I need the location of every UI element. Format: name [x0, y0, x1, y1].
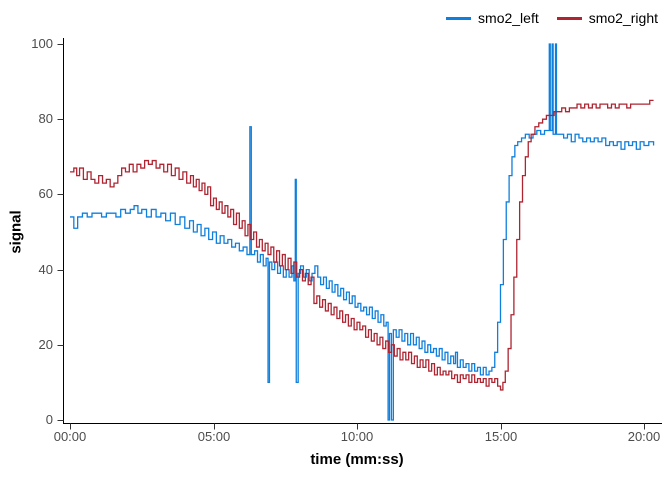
- y-axis-title: signal: [7, 210, 25, 254]
- x-tick-label: 00:00: [53, 429, 87, 444]
- x-tick-label: 05:00: [197, 429, 231, 444]
- y-tick-label: 20: [38, 337, 53, 352]
- x-tick-label: 10:00: [340, 429, 374, 444]
- legend-label-smo2-right: smo2_right: [588, 10, 658, 26]
- smo2-right-line-swatch: [556, 16, 582, 20]
- x-tick-label: 15:00: [484, 429, 518, 444]
- legend-label-smo2-left: smo2_left: [478, 10, 539, 26]
- y-tick-label: 60: [38, 186, 53, 201]
- legend-item-smo2-left: smo2_left: [446, 9, 539, 27]
- x-axis-title: time (mm:ss): [310, 451, 404, 468]
- y-tick-label: 0: [45, 412, 53, 427]
- y-tick-label: 100: [31, 36, 53, 51]
- legend: smo2_left smo2_right: [446, 9, 658, 27]
- smo2-left-line-swatch: [446, 16, 472, 20]
- y-tick-label: 80: [38, 111, 53, 126]
- y-tick-label: 40: [38, 262, 53, 277]
- x-tick-label: 20:00: [627, 429, 661, 444]
- legend-item-smo2-right: smo2_right: [556, 9, 658, 27]
